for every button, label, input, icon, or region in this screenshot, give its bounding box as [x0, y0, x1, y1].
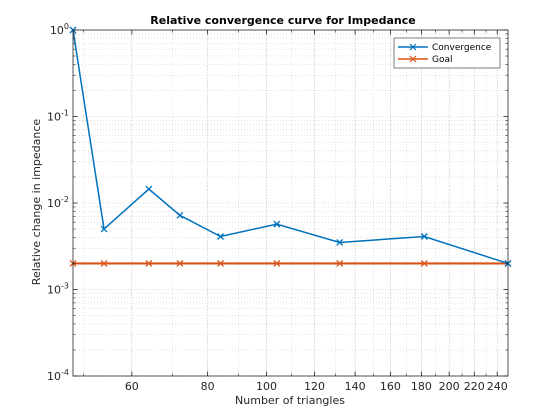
x-tick-label: 180: [411, 380, 432, 393]
series-goal: [69, 260, 512, 267]
y-tick-labels: 10-4 10-3 10-2 10-1 100: [47, 22, 69, 383]
data-point: [145, 185, 153, 193]
legend-label: Convergence: [432, 43, 492, 53]
data-point: [273, 260, 281, 267]
x-tick-label: 160: [380, 380, 401, 393]
series-convergence: [69, 26, 512, 267]
x-tick-label: 100: [256, 380, 277, 393]
y-tick-label: 10-1: [47, 109, 69, 124]
x-tick-label: 240: [487, 380, 508, 393]
y-axis-label: Relative change in impedance: [30, 119, 43, 286]
data-point: [176, 211, 184, 219]
y-tick-label: 10-2: [47, 195, 69, 210]
legend-label: Goal: [432, 55, 453, 65]
x-tick-label: 200: [439, 380, 460, 393]
series-layer: [69, 26, 512, 267]
legend-marker: [409, 43, 417, 51]
legend-item-goal: Goal: [398, 55, 453, 65]
x-tick-labels: 60 80 100 120 140 160 180 200 220 240: [125, 380, 508, 393]
data-point: [273, 220, 281, 228]
data-point: [176, 260, 184, 267]
data-point: [217, 260, 224, 267]
ticks-layer: [73, 29, 508, 377]
data-point: [420, 260, 428, 267]
x-tick-label: 80: [201, 380, 215, 393]
data-point: [100, 225, 108, 233]
x-tick-label: 120: [304, 380, 325, 393]
data-point: [100, 260, 108, 267]
data-point: [336, 260, 344, 267]
plot-area: [69, 26, 512, 377]
x-axis-label: Number of triangles: [235, 394, 345, 407]
data-point: [420, 233, 428, 240]
legend-marker: [409, 55, 417, 63]
legend-box: [393, 37, 501, 69]
data-point: [217, 233, 224, 240]
legend: Convergence Goal: [393, 37, 501, 69]
data-point: [145, 260, 153, 267]
y-tick-label: 10-4: [47, 368, 69, 383]
y-tick-label: 10-3: [47, 282, 69, 297]
y-tick-label: 100: [50, 22, 69, 37]
legend-item-convergence: Convergence: [398, 43, 492, 53]
chart-title: Relative convergence curve for Impedance: [150, 14, 415, 27]
data-point: [336, 238, 344, 246]
x-tick-label: 140: [345, 380, 366, 393]
x-tick-label: 220: [464, 380, 485, 393]
x-tick-label: 60: [125, 380, 139, 393]
